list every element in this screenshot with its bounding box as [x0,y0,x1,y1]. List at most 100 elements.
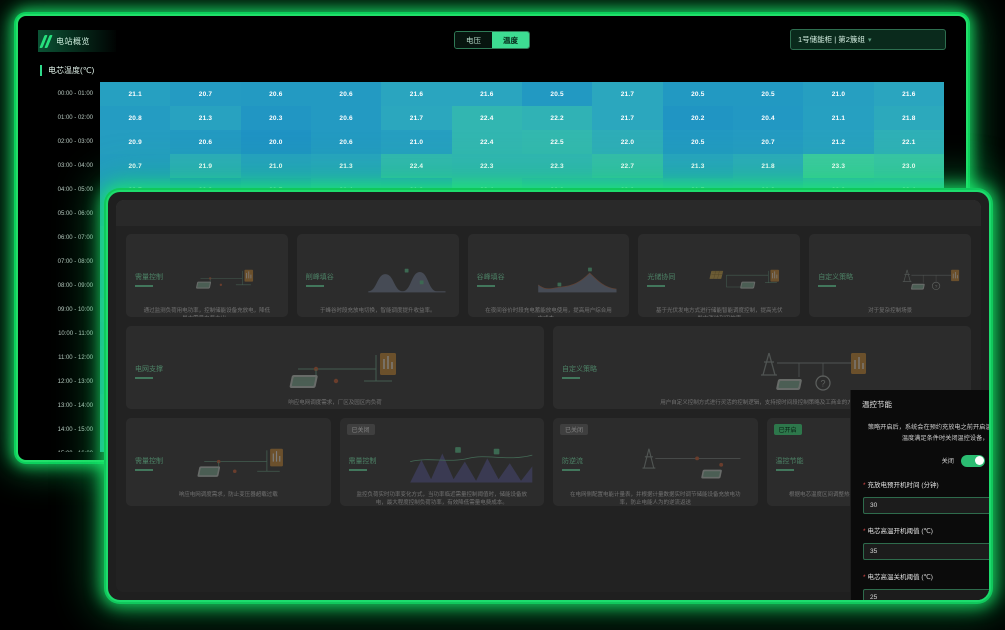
strategy-card[interactable]: 自定义策略? 对于复杂控制场景 [809,234,971,317]
heatmap-cell[interactable]: 21.7 [381,106,452,130]
heatmap-cell[interactable]: 21.7 [592,82,663,106]
required-marker: * [863,527,866,535]
heatmap-row-label: 11:00 - 12:00 [38,346,100,370]
segment-voltage[interactable]: 电压 [455,32,492,48]
high-temp-off-input[interactable] [863,588,989,600]
pv-storage-flow-icon [709,269,780,289]
strategy-card-description: 在夜间谷价时段充电蓄能放电使用，提高用户综合用电成本。 [485,308,612,317]
heatmap-cell[interactable]: 20.5 [662,82,733,106]
heatmap-cell[interactable]: 21.0 [381,130,452,154]
heatmap-cell[interactable]: 22.2 [521,106,593,130]
heatmap-cell[interactable]: 21.9 [170,154,241,178]
label-underline [476,285,495,287]
strategy-card-description: 对于复杂控制场景 [868,308,913,314]
strategy-card[interactable]: 已关闭 需量控制 监控负荷实时功率变化方式，当功率临近需量控制阈值时，储能设备放电，… [339,418,544,506]
strategy-card-illustration: ? [620,347,962,397]
strategy-card-illustration [364,255,450,305]
high-temp-on-input[interactable] [863,542,989,560]
heatmap-cell[interactable]: 22.3 [521,154,593,178]
strategy-card[interactable]: 电网支撑 响应电网调度需求，厂区及园区内负荷 [126,326,544,409]
heatmap-cell[interactable]: 21.3 [310,154,382,178]
strategy-card[interactable]: 削峰填谷 于峰谷时段充放电切换，智能调度提升收益率。 [296,234,459,317]
strategy-card-body: 光储协同 [647,252,791,307]
strategy-card-title: 电网支撑 [135,366,163,374]
heatmap-cell[interactable]: 20.6 [310,82,382,106]
heatmap-cell[interactable]: 20.5 [732,82,804,106]
strategy-window: 需量控制通过监测负荷用电功率，控制储能设备充放电，降低最大需量电费支出。削峰填谷… [106,190,991,602]
heatmap-cell[interactable]: 22.4 [451,106,522,130]
heatmap-cell[interactable]: 21.8 [732,154,804,178]
heatmap-cell[interactable]: 20.8 [100,106,171,130]
label-underline [647,285,666,287]
heatmap-cell[interactable]: 21.6 [873,82,944,106]
heatmap-cell[interactable]: 20.5 [662,130,733,154]
heatmap-cell[interactable]: 22.3 [451,154,522,178]
heatmap-cell[interactable]: 20.3 [240,106,311,130]
heatmap-cell[interactable]: 20.7 [100,154,171,178]
heatmap-cell[interactable]: 20.6 [170,130,241,154]
heatmap-cell[interactable]: 23.0 [873,154,944,178]
strategy-card-description: 响应电网调度需求，防止变压器超载过载 [178,492,278,498]
label-underline [135,469,153,471]
heatmap-cell[interactable]: 20.6 [240,82,311,106]
heatmap-row-label: 07:00 - 08:00 [38,250,100,274]
heatmap-cell[interactable]: 21.3 [170,106,241,130]
strategy-card-label: 自定义策略 [818,272,870,287]
strategy-card-label: 防逆流 [562,456,614,471]
strategy-card-body: 需量控制 [348,436,536,491]
heatmap-cell[interactable]: 21.1 [100,82,171,106]
grid-battery-chart-icon [197,448,283,477]
heatmap-cell[interactable]: 20.4 [732,106,804,130]
heatmap-cell[interactable]: 20.6 [310,106,382,130]
heatmap-cell[interactable]: 22.0 [592,130,663,154]
heatmap-cell[interactable]: 20.0 [240,130,311,154]
heatmap-cell[interactable]: 21.6 [451,82,522,106]
heatmap-cell[interactable]: 21.0 [803,82,874,106]
temp-control-settings-dialog: 温控节能 ✕ 策略开启后，系统会在预约充放电之前开启温控设备，并空储能待时间且电… [850,390,989,600]
heatmap-cell[interactable]: 20.9 [100,130,171,154]
heatmap-cell[interactable]: 20.7 [732,130,804,154]
strategy-card-label: 削峰填谷 [305,272,358,287]
heatmap-cell[interactable]: 22.7 [592,154,663,178]
demand-spike-chart-icon [409,446,532,482]
toggle-off-label: 关闭 [941,458,954,466]
cabinet-selector[interactable]: 1号储能柜 | 第2簇组 ▾ [790,29,946,50]
heatmap-cell[interactable]: 21.6 [381,82,452,106]
strategy-card-title: 温控节能 [775,458,804,466]
strategy-card-label: 谷峰填谷 [476,272,529,287]
strategy-card-illustration [193,255,279,305]
heatmap-cell[interactable]: 20.6 [310,130,382,154]
heatmap-cell[interactable]: 20.7 [170,82,241,106]
heatmap-cell[interactable]: 21.3 [662,154,733,178]
heatmap-cell[interactable]: 22.4 [381,154,452,178]
svg-text:?: ? [820,378,825,388]
strategy-card[interactable]: 需量控制 响应电网调度需求，防止变压器超载过载 [126,418,331,506]
heatmap-cell[interactable]: 21.8 [873,106,944,130]
strategy-card-label: 需量控制 [348,456,401,471]
heatmap-row-label: 01:00 - 02:00 [38,106,100,130]
svg-text:?: ? [935,283,938,289]
heatmap-cell[interactable]: 21.0 [240,154,311,178]
metric-segmented-control[interactable]: 电压 温度 [454,31,530,49]
heatmap-cell[interactable]: 22.4 [451,130,522,154]
heatmap-cell[interactable]: 20.2 [662,106,733,130]
heatmap-cell[interactable]: 21.1 [803,106,874,130]
heatmap-cell[interactable]: 22.1 [873,130,944,154]
segment-temperature[interactable]: 温度 [492,32,529,48]
label-underline [135,285,153,287]
heatmap-cell[interactable]: 20.5 [521,82,593,106]
strategy-panel-header [116,200,981,226]
preheat-minutes-input[interactable] [863,496,989,514]
label-underline [305,285,324,287]
heatmap-cell[interactable]: 21.2 [803,130,874,154]
chevron-down-icon: ▾ [868,36,872,44]
heatmap-cell[interactable]: 23.3 [803,154,874,178]
strategy-card[interactable]: 已关闭 防逆流 在电网侧配置电能计量表，并根据计量数据实时调节储能设备充放电功率，防… [553,418,758,506]
strategy-enable-toggle[interactable] [961,454,985,467]
heatmap-cell[interactable]: 22.5 [521,130,593,154]
heatmap-cell[interactable]: 21.7 [592,106,663,130]
strategy-card-illustration: ? [876,255,962,305]
